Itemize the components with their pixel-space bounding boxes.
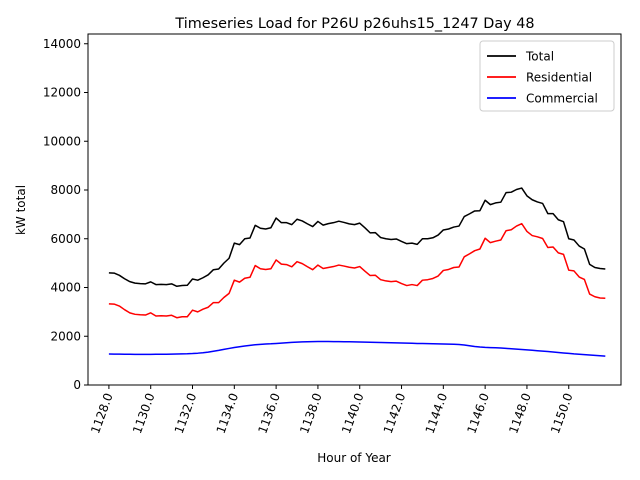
x-tick-label: 1144.0: [423, 391, 451, 435]
legend: Total Residential Commercial: [479, 40, 615, 112]
y-tick-label: 4000: [50, 281, 81, 295]
x-tick-label: 1136.0: [255, 391, 283, 435]
y-tick-label: 8000: [50, 183, 81, 197]
x-axis: 1128.0 1130.0 1132.0 1134.0 1136.0 1138.0 1140…: [88, 385, 576, 435]
chart-title: Timeseries Load for P26U p26uhs15_1247 D…: [174, 16, 534, 32]
series-line-residential: [108, 222, 606, 319]
y-tick-label: 14000: [43, 37, 81, 51]
y-tick-label: 6000: [50, 232, 81, 246]
y-tick-label: 0: [73, 378, 81, 392]
x-tick-label: 1132.0: [172, 391, 200, 435]
y-axis-label: kW total: [14, 185, 28, 235]
x-tick-label: 1142.0: [381, 391, 409, 435]
x-tick-label: 1140.0: [339, 391, 367, 435]
legend-label-total: Total: [525, 50, 554, 64]
x-tick-label: 1134.0: [214, 391, 242, 435]
legend-label-commercial: Commercial: [526, 92, 598, 106]
plot-frame: [87, 33, 622, 386]
x-tick-label: 1150.0: [548, 391, 576, 435]
series-layer: [108, 187, 606, 357]
legend-label-residential: Residential: [526, 71, 592, 85]
x-tick-label: 1138.0: [297, 391, 325, 435]
x-tick-label: 1128.0: [88, 391, 116, 435]
y-tick-label: 12000: [43, 86, 81, 100]
x-axis-label: Hour of Year: [317, 451, 391, 465]
legend-box: [479, 40, 615, 112]
series-line-commercial: [108, 340, 606, 357]
y-axis: 0 2000 4000 6000 8000 10000 12000 14000: [43, 37, 88, 392]
x-tick-label: 1130.0: [130, 391, 158, 435]
y-tick-label: 10000: [43, 134, 81, 148]
x-tick-label: 1146.0: [464, 391, 492, 435]
series-line-total: [108, 187, 606, 288]
y-tick-label: 2000: [50, 329, 81, 343]
x-tick-label: 1148.0: [506, 391, 534, 435]
